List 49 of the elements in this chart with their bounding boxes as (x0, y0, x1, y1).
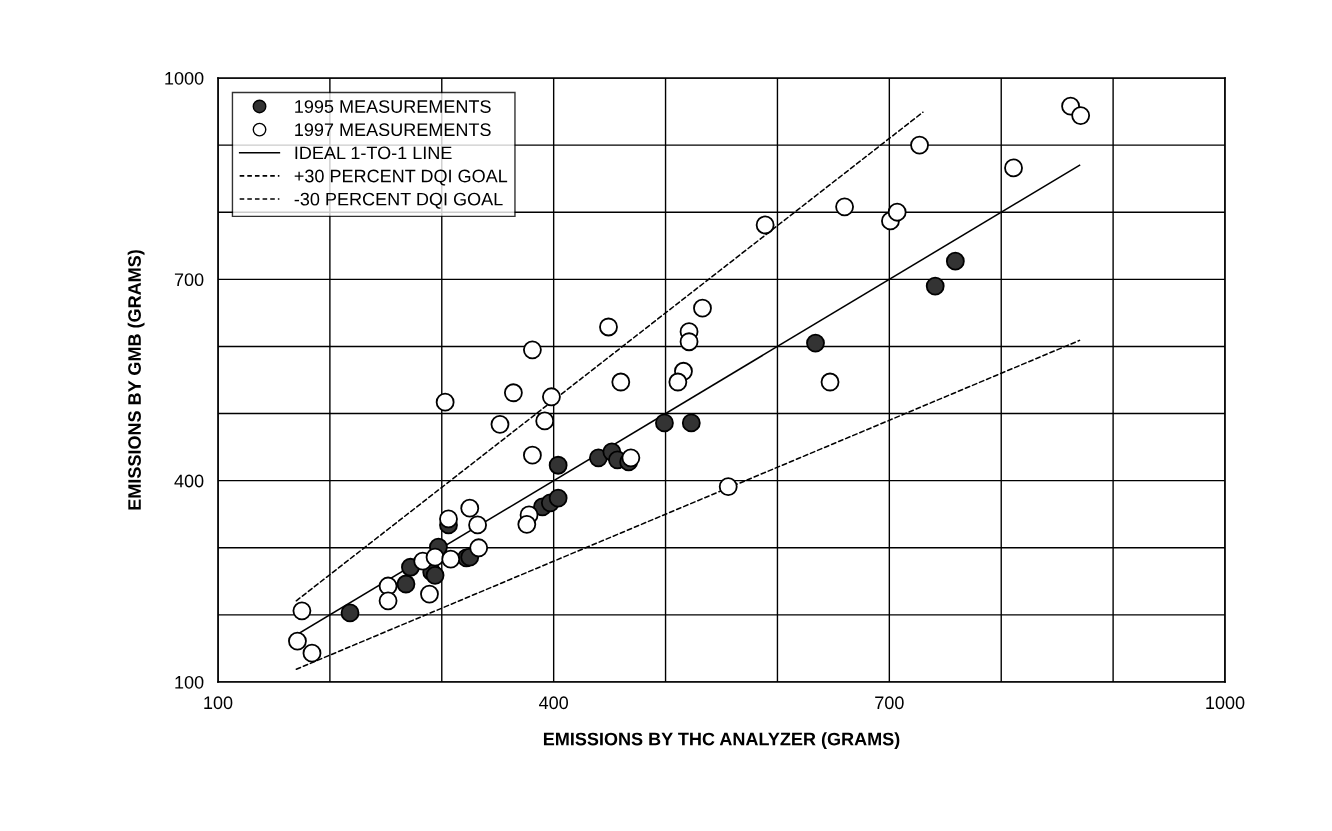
point (439, 509, 458, 529)
point (693, 298, 712, 318)
y-tick-label: 400 (174, 474, 204, 488)
point (292, 601, 312, 621)
point (542, 387, 561, 407)
point (679, 332, 699, 352)
y-tick-label: 100 (175, 675, 204, 689)
point (503, 383, 523, 403)
x-axis-title: EMISSIONS BY THC ANALYZER (GRAMS) (543, 732, 900, 749)
legend-label: +30 PERCENT DQI GOAL (294, 169, 508, 186)
x-tick-label: 1000 (1206, 696, 1245, 710)
point (887, 202, 907, 222)
point (340, 603, 360, 623)
point (599, 317, 618, 337)
point (718, 477, 738, 497)
y-axis-title: EMISSIONS BY GMB (GRAMS) (127, 250, 145, 510)
legend-label: 1995 MEASUREMENTS (295, 100, 491, 113)
point (548, 455, 568, 475)
point (806, 333, 825, 353)
x-tick-label: 700 (875, 696, 904, 710)
point (517, 514, 537, 534)
x-tick-label: 100 (204, 696, 233, 710)
point (435, 392, 455, 412)
y-tick-label: 700 (174, 273, 204, 287)
point (490, 414, 510, 434)
point (548, 488, 568, 508)
point (522, 445, 542, 465)
x-tick-label: 400 (539, 696, 569, 710)
point (468, 515, 487, 535)
point (910, 135, 929, 155)
point (425, 547, 445, 567)
point (655, 413, 674, 433)
legend-label: IDEAL 1-TO-1 LINE (295, 146, 452, 160)
point (1071, 106, 1091, 125)
point (835, 197, 854, 217)
point (925, 276, 945, 296)
point (469, 538, 489, 558)
point (522, 340, 542, 360)
point (611, 372, 631, 392)
point (460, 498, 480, 518)
point (681, 413, 701, 433)
point (945, 251, 965, 271)
point (288, 631, 307, 651)
legend-label: 1997 MEASUREMENTS (295, 123, 491, 137)
point (820, 372, 840, 392)
point (668, 372, 688, 392)
point (396, 574, 416, 594)
y-tick-label: 1000 (165, 71, 204, 85)
legend-label: -30 PERCENT DQI GOAL (294, 192, 503, 209)
